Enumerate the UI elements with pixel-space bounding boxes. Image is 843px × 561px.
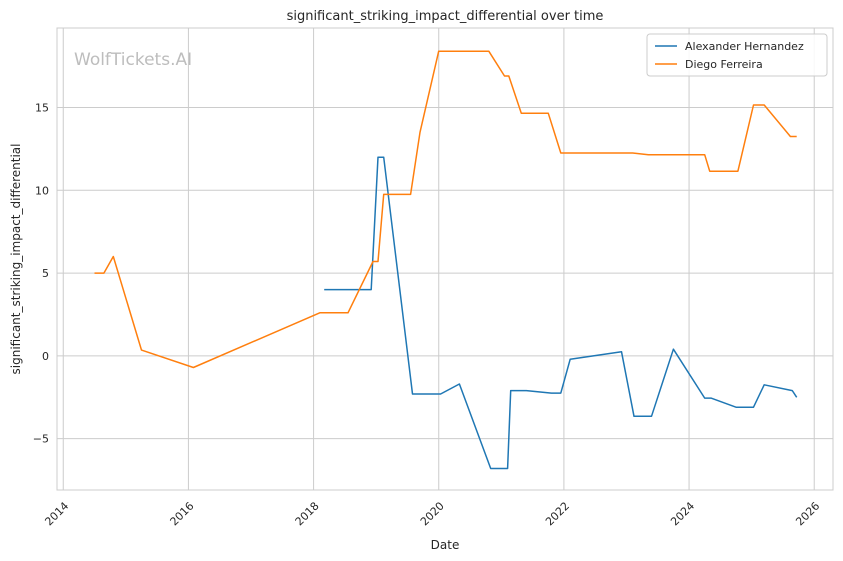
x-tick-label: 2014	[42, 499, 71, 528]
x-tick-label: 2024	[668, 499, 697, 528]
y-tick-label: 10	[35, 184, 49, 197]
legend: Alexander Hernandez Diego Ferreira	[646, 33, 828, 77]
x-tick-label: 2022	[543, 499, 572, 528]
grid	[57, 28, 833, 490]
y-tick-label: 15	[35, 101, 49, 114]
x-tick-label: 2026	[793, 499, 822, 528]
series-line-1	[94, 50, 797, 369]
chart-title: significant_striking_impact_differential…	[287, 9, 604, 24]
series-lines	[94, 50, 798, 470]
x-tick-label: 2016	[168, 499, 197, 528]
x-tick-label: 2018	[293, 499, 322, 528]
x-tick-label: 2020	[418, 499, 447, 528]
x-axis-label: Date	[431, 538, 460, 552]
watermark-text: WolfTickets.AI	[74, 50, 192, 70]
y-tick-label: 0	[42, 350, 49, 363]
legend-label: Alexander Hernandez	[685, 40, 804, 53]
plot-area	[56, 27, 834, 491]
series-line-0	[324, 156, 798, 470]
x-axis-ticks: 2014 2016 2018 2020 2022 2024 2026	[42, 499, 822, 528]
y-tick-label: 5	[42, 267, 49, 280]
legend-box	[646, 33, 828, 77]
legend-label: Diego Ferreira	[685, 58, 763, 71]
y-axis-ticks: −5 0 5 10 15	[33, 101, 49, 445]
y-axis-label: significant_striking_impact_differential	[9, 144, 23, 375]
y-tick-label: −5	[33, 433, 49, 446]
